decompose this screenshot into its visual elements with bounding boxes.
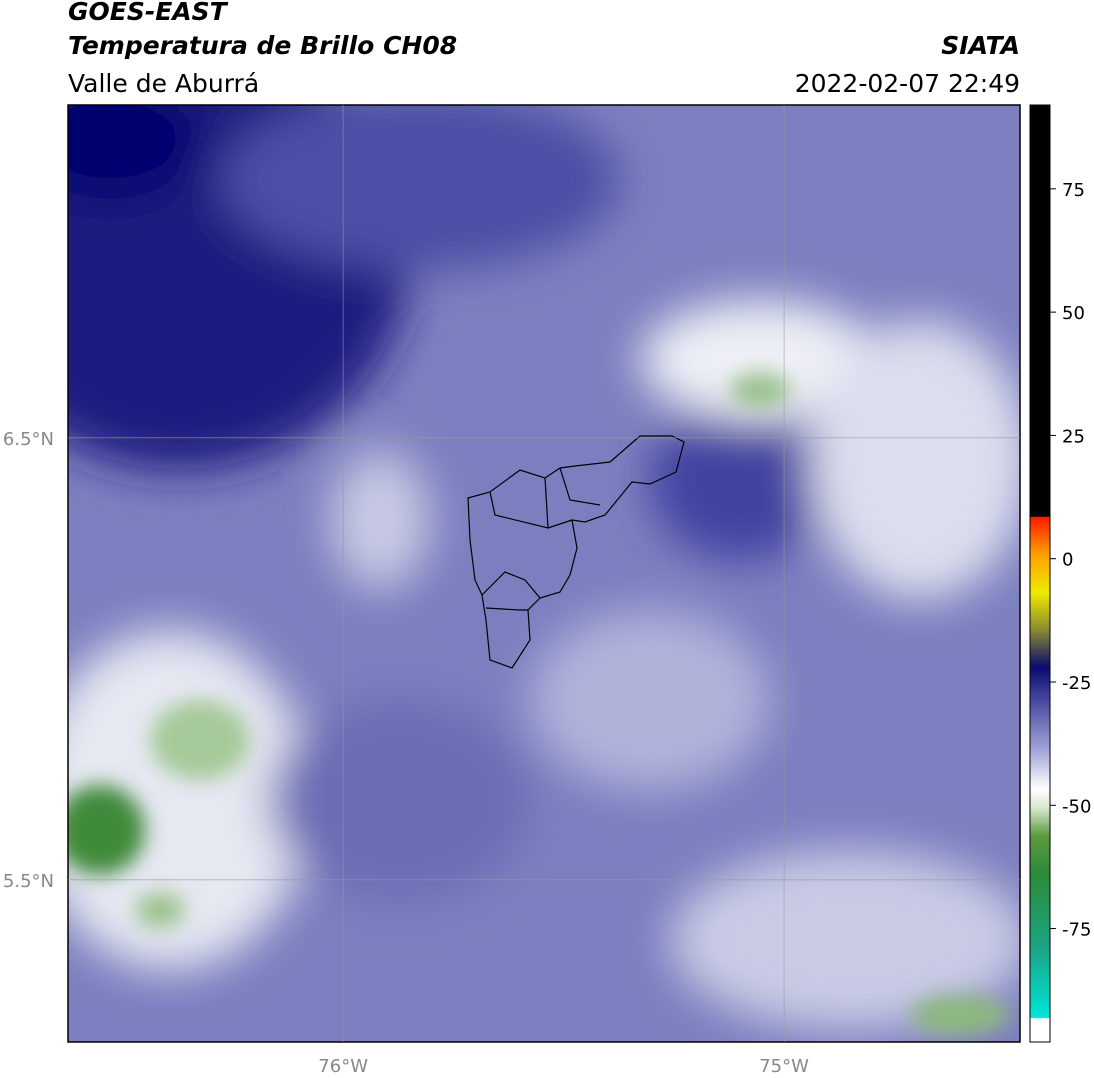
- source: SIATA: [941, 31, 1020, 60]
- satellite-image: [68, 105, 1020, 1042]
- colorbar-tick-label: -25: [1062, 673, 1091, 694]
- lon-tick-label: 76°W: [318, 1056, 368, 1077]
- colorbar-ticks: 75 50 25 0 -25 -50 -75: [1050, 180, 1091, 941]
- lat-tick-label: 6.5°N: [3, 429, 54, 450]
- colorbar: [1029, 104, 1051, 1043]
- lon-tick-label: 75°W: [759, 1056, 809, 1077]
- colorbar-tick-label: -50: [1062, 796, 1091, 817]
- title: GOES-EAST: [68, 0, 229, 26]
- subtitle: Temperatura de Brillo CH08: [68, 31, 457, 60]
- colorbar-tick-label: 0: [1062, 550, 1073, 571]
- colorbar-tick-label: 25: [1062, 426, 1085, 447]
- region: Valle de Aburrá: [68, 69, 259, 98]
- map-axes: 76°W 75°W 6.5°N 5.5°N: [3, 105, 1020, 1077]
- map-frame: [67, 104, 1021, 1043]
- colorbar-tick-label: 50: [1062, 303, 1085, 324]
- colorbar-tick-label: 75: [1062, 180, 1085, 201]
- datetime: 2022-02-07 22:49: [795, 69, 1020, 98]
- colorbar-tick-label: -75: [1062, 920, 1091, 941]
- lat-tick-label: 5.5°N: [3, 871, 54, 892]
- valle-de-aburra-boundary: [467, 435, 685, 669]
